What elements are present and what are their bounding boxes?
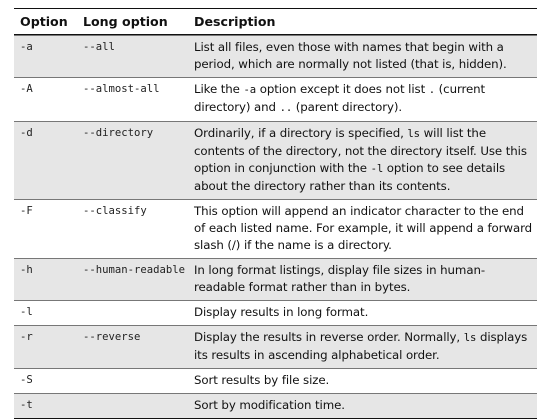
option-cell: -t	[20, 399, 33, 411]
option-cell: -d	[20, 127, 33, 139]
description-text: Sort results by file size.	[194, 373, 330, 387]
option-cell: -S	[20, 374, 33, 386]
description-cell: Ordinarily, if a directory is specified,…	[190, 122, 537, 199]
description-text: displays its results in ascending alphab…	[194, 330, 528, 362]
description-cell: Sort by modification time.	[190, 394, 537, 418]
description-text: Display results in long format.	[194, 305, 369, 319]
table-body: -a --all List all files, even those with n…	[14, 35, 537, 418]
description-text: Like the	[194, 82, 244, 96]
description-text: (parent directory).	[292, 100, 403, 114]
table-row: -d --directory Ordinarily, if a directory …	[14, 121, 537, 199]
inline-code: ..	[279, 102, 293, 114]
long-option-cell	[79, 369, 190, 393]
table-row: -S Sort results by file size.	[14, 368, 537, 393]
description-text: option except it does not list	[256, 82, 429, 96]
table-row: -t Sort by modification time.	[14, 393, 537, 418]
description-cell: Display the results in reverse order. No…	[190, 326, 537, 368]
table-row: -r --reverse Display the results in revers…	[14, 325, 537, 368]
inline-code: .	[428, 84, 436, 96]
table-row: -a --all List all files, even those with n…	[14, 35, 537, 77]
long-option-cell: --almost-all	[83, 83, 160, 95]
description-cell: In long format listings, display file si…	[190, 259, 537, 300]
inline-code: ls	[407, 128, 420, 140]
option-cell: -A	[20, 83, 33, 95]
option-cell: -a	[20, 41, 33, 53]
table-row: -F --classify This option will append an i…	[14, 199, 537, 258]
table-row: -h --human-readable In long format listing…	[14, 258, 537, 300]
inline-code: -l	[370, 163, 384, 175]
long-option-cell	[79, 301, 190, 325]
long-option-cell: --reverse	[83, 331, 141, 343]
option-cell: -h	[20, 264, 33, 276]
option-cell: -F	[20, 205, 33, 217]
inline-code: -a	[243, 84, 257, 96]
option-cell: -l	[20, 306, 33, 318]
description-text: Sort by modification time.	[194, 398, 345, 412]
long-option-cell	[79, 394, 190, 418]
description-text: This option will append an indicator cha…	[194, 204, 533, 252]
header-long-option: Long option	[83, 14, 168, 29]
description-cell: List all files, even those with names th…	[190, 36, 537, 77]
description-cell: Sort results by file size.	[190, 369, 537, 393]
description-text: (current directory) and	[194, 82, 486, 114]
description-cell: Like the -a option except it does not li…	[190, 78, 537, 121]
description-text: Ordinarily, if a directory is specified,	[194, 126, 408, 140]
header-description: Description	[194, 14, 276, 29]
long-option-cell: --classify	[83, 205, 147, 217]
options-table: Option Long option Description -a --all Li…	[14, 8, 537, 419]
long-option-cell: --directory	[83, 127, 154, 139]
description-cell: This option will append an indicator cha…	[190, 200, 537, 258]
description-text: will list the contents of the directory,…	[194, 126, 527, 175]
description-cell: Display results in long format.	[190, 301, 537, 325]
description-text: List all files, even those with names th…	[194, 40, 507, 71]
description-text: Display the results in reverse order. No…	[194, 330, 464, 344]
inline-code: ls	[463, 332, 477, 344]
long-option-cell: --all	[83, 41, 115, 53]
option-cell: -r	[20, 331, 33, 343]
long-option-cell: --human-readable	[83, 264, 186, 276]
table-row: -l Display results in long format.	[14, 300, 537, 325]
header-option: Option	[20, 14, 68, 29]
table-header-row: Option Long option Description	[14, 9, 537, 35]
table-row: -A --almost-all Like the -a option except …	[14, 77, 537, 121]
description-text: option to see details about the director…	[194, 161, 506, 193]
description-text: In long format listings, display file si…	[194, 263, 485, 294]
